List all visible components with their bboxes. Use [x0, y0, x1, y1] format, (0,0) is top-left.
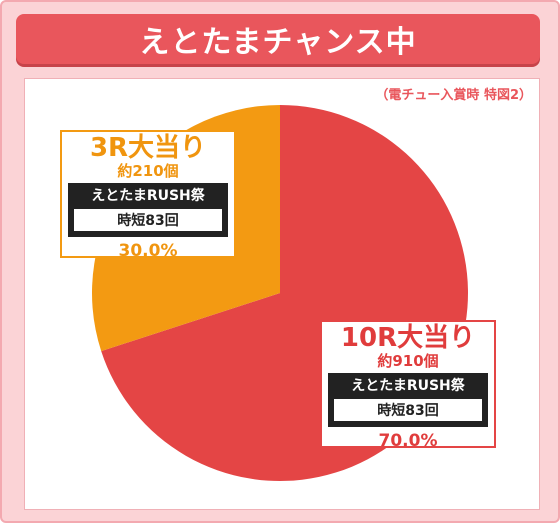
chart-note: （電チュー入賞時 特図2） — [375, 88, 532, 103]
label-3r-mode: えとたまRUSH祭 — [68, 183, 228, 208]
label-10r-percent: 70.0% — [378, 431, 438, 451]
label-10r-title: 10R大当り — [340, 323, 476, 353]
label-3r-jitan: 時短83回 — [72, 207, 224, 233]
label-3r-jitan-wrap: 時短83回 — [68, 207, 228, 237]
label-3r-percent: 30.0% — [118, 241, 178, 261]
label-10r-payout: 約910個 — [377, 352, 439, 370]
label-10r: 10R大当り 約910個 えとたまRUSH祭 時短83回 70.0% — [320, 320, 496, 451]
title-banner: えとたまチャンス中 — [16, 14, 540, 64]
label-3r-title: 3R大当り — [89, 133, 207, 163]
label-3r: 3R大当り 約210個 えとたまRUSH祭 時短83回 30.0% — [60, 130, 236, 261]
chart-title: えとたまチャンス中 — [139, 25, 417, 60]
label-10r-jitan-wrap: 時短83回 — [328, 397, 488, 427]
label-10r-mode: えとたまRUSH祭 — [328, 373, 488, 398]
label-3r-payout: 約210個 — [117, 162, 179, 180]
label-10r-jitan: 時短83回 — [332, 397, 484, 423]
